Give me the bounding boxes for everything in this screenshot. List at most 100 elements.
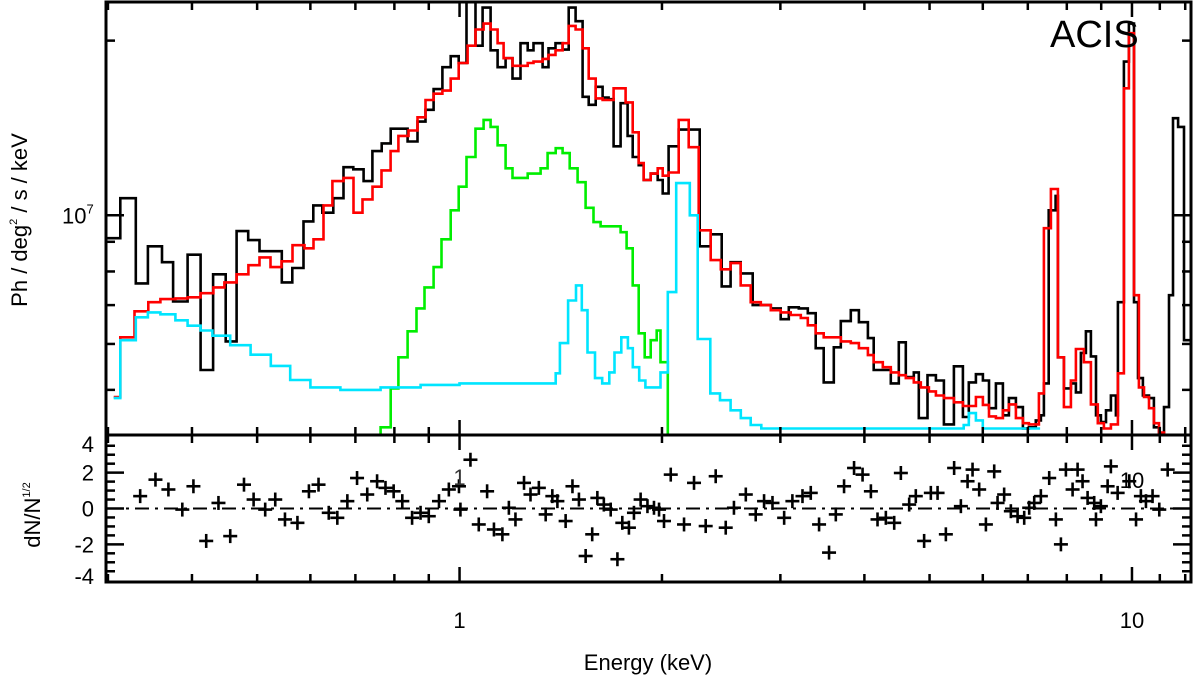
residual-point [1110,485,1125,500]
residual-points-layer [106,452,1191,567]
residual-point [785,494,800,509]
residual-point [451,479,466,494]
residual-point [441,482,456,497]
residual-point [538,507,553,522]
residual-point [133,489,148,504]
residual-point [1160,462,1175,477]
axis-ticks [106,2,1191,582]
residual-point [585,527,600,542]
residual-point [757,494,772,509]
residual-point [978,517,993,532]
residual-axis-label: dN/N1/2 [20,482,45,547]
residual-point [610,552,625,567]
residual-point [1048,512,1063,527]
residual-point [1152,502,1167,517]
residual-point [301,484,316,499]
residual-point [175,502,190,517]
residual-point [199,533,214,548]
residual-point [565,479,580,494]
residual-tick-label: 4 [82,432,94,457]
residual-tick-label: 2 [82,461,94,486]
residual-point [471,517,486,532]
residual-point [268,492,283,507]
residual-point [803,485,818,500]
residual-point [211,495,226,510]
residual-point [1087,495,1102,510]
residual-point [370,474,385,489]
residual-point [603,502,618,517]
instrument-annotation: ACIS [1050,14,1139,56]
residual-point [236,477,251,492]
residual-point [855,467,870,482]
residual-tick-label: 0 [82,497,94,522]
residual-point [1017,510,1032,525]
residual-point [917,533,932,548]
residual-point [501,500,516,515]
spectrum-series-layer [106,2,1191,435]
residual-point [161,482,176,497]
residual-point [508,512,523,527]
residual-point [947,460,962,475]
residual-point [1103,459,1118,474]
residual-point [738,487,753,502]
residual-point [413,505,428,520]
residual-point [277,512,292,527]
residual-point [1058,462,1073,477]
residual-point [657,514,672,529]
residual-point [878,510,893,525]
residual-point [186,479,201,494]
residual-point [663,467,678,482]
residual-point [395,494,410,509]
residual-point [550,494,565,509]
residual-point [953,499,968,514]
y-axis-label: Ph / deg2 / s / keV [7,133,32,307]
residual-point [517,475,532,490]
residual-point [708,469,723,484]
spectrum-series-0 [106,2,1191,435]
residual-point [987,464,1002,479]
residual-point [621,520,636,535]
residual-point [1033,489,1048,504]
residual-point [822,545,837,560]
residual-point [652,502,667,517]
residual-point [902,497,917,512]
y-tick-label-1e7: 107 [62,201,94,228]
residual-point [523,487,538,502]
residual-point [578,549,593,564]
residual-point [590,490,605,505]
residual-point [828,507,843,522]
x-tick-label-inset: 1 [453,465,465,490]
spectrum-series-3 [113,181,1041,430]
residual-point [1145,489,1160,504]
residual-point [558,514,573,529]
residual-point [1088,512,1103,527]
residual-point [246,492,261,507]
residual-point [765,495,780,510]
x-tick-label-inset: 10 [1120,468,1144,493]
residual-point [1065,482,1080,497]
residual-point [698,519,713,534]
spectrum-panel-frame [104,0,1193,437]
residual-point [837,479,852,494]
residual-point [531,480,546,495]
residual-point [687,475,702,490]
residual-point [777,510,792,525]
residual-point [378,480,393,495]
residual-tick-label: -2 [74,532,94,557]
residual-point [453,502,468,517]
residual-point [893,466,908,481]
residual-point [431,494,446,509]
residual-point [1122,474,1137,489]
residual-point [1100,479,1115,494]
residual-point [1027,495,1042,510]
spectrum-series-2 [379,118,670,435]
x-tick-label: 10 [1120,608,1144,633]
residual-point [938,527,953,542]
residual-point [1093,499,1108,514]
residual-point [486,522,501,537]
residual-point [640,499,655,514]
residual-point [1075,474,1090,489]
residual-point [463,452,478,467]
residual-point [930,485,945,500]
